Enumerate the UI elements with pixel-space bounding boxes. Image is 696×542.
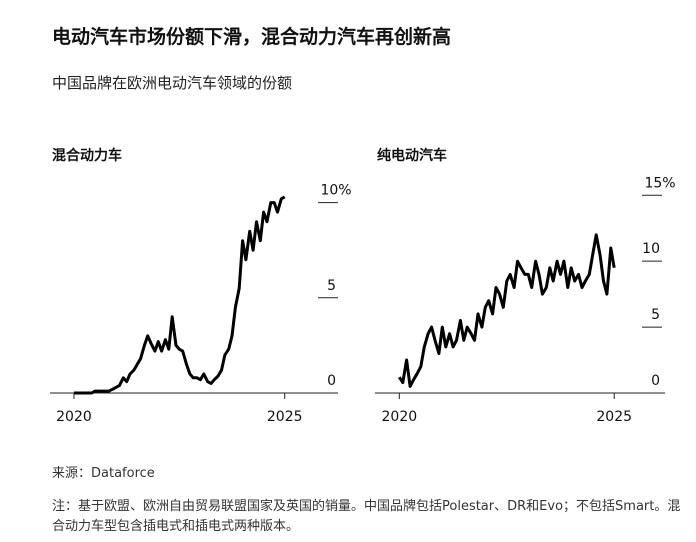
charts: 混合动力车 2020 2025 0 5 10% 纯电动汽车 2020 2025 0 5 10 15% xyxy=(50,147,676,425)
y-tick-label: 5 xyxy=(651,307,660,323)
y-tick-label: 15% xyxy=(644,175,675,191)
x-tick-label: 2025 xyxy=(267,409,303,425)
y-tick-label: 10 xyxy=(642,241,660,257)
x-tick-label: 2020 xyxy=(56,409,92,425)
chart-title: 混合动力车 xyxy=(52,147,122,164)
page-title: 电动汽车市场份额下滑，混合动力汽车再创新高 xyxy=(52,26,452,48)
note: 注：基于欧盟、欧洲自由贸易联盟国家及英国的销量。中国品牌包括Polestar、D… xyxy=(52,499,681,534)
data-line xyxy=(74,195,286,395)
y-tick-label: 5 xyxy=(327,278,336,294)
x-tick-label: 2020 xyxy=(382,409,418,425)
y-tick-label: 0 xyxy=(327,373,336,389)
source: 来源：Dataforce xyxy=(52,466,155,481)
chart-title: 纯电动汽车 xyxy=(377,147,447,164)
x-tick-label: 2025 xyxy=(596,409,632,425)
y-tick-label: 10% xyxy=(320,183,351,199)
page-subtitle: 中国品牌在欧洲电动汽车领域的份额 xyxy=(52,74,293,92)
y-tick-label: 0 xyxy=(651,373,660,389)
data-line xyxy=(398,233,616,388)
